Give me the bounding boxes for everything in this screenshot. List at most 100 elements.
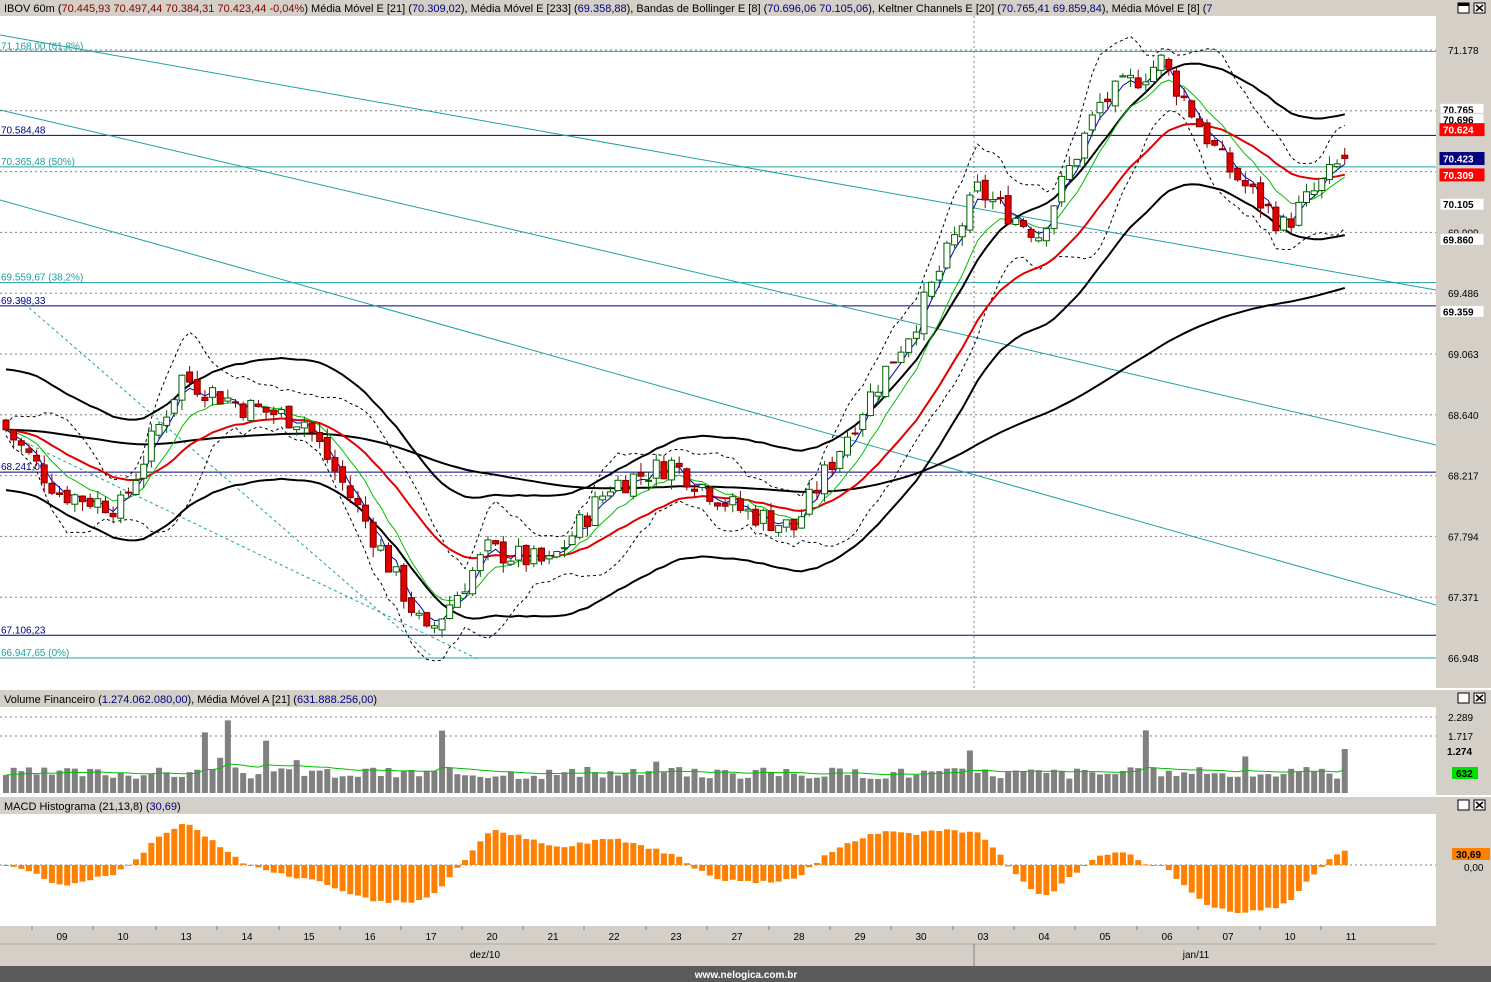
candle[interactable] [882,365,890,399]
candle[interactable] [1104,91,1112,109]
candle[interactable] [1142,73,1150,93]
candle[interactable] [163,410,171,433]
candle[interactable] [262,406,270,420]
candle[interactable] [698,483,706,492]
candle[interactable] [1325,156,1333,184]
candle[interactable] [1241,172,1249,194]
candle[interactable] [232,399,239,408]
candle[interactable] [599,491,607,503]
candle[interactable] [1058,172,1066,207]
candle[interactable] [1303,183,1310,207]
candle[interactable] [583,512,591,537]
candle[interactable] [1050,205,1058,235]
candle[interactable] [1249,183,1257,194]
candle[interactable] [989,191,997,210]
candle[interactable] [1333,159,1341,169]
candle[interactable] [668,457,676,490]
candle[interactable] [170,399,178,417]
candle[interactable] [1226,147,1234,179]
candle[interactable] [453,591,461,608]
candle[interactable] [790,518,798,538]
candle[interactable] [576,512,584,540]
candle[interactable] [385,542,392,573]
candle[interactable] [446,595,454,620]
candle[interactable] [86,493,94,509]
candle[interactable] [1218,140,1226,151]
candle[interactable] [484,536,492,561]
volume-close-icon[interactable] [1473,692,1486,704]
candle[interactable] [920,283,928,341]
candle[interactable] [767,503,775,532]
candle[interactable] [729,493,737,513]
candle[interactable] [331,449,339,481]
candle[interactable] [889,361,897,364]
candle[interactable] [1264,202,1272,214]
candle[interactable] [713,501,721,511]
candle[interactable] [2,418,10,433]
candle[interactable] [308,421,316,442]
macd-close-icon[interactable] [1473,799,1486,811]
candle[interactable] [545,550,553,565]
candle[interactable] [155,421,163,439]
candle[interactable] [522,544,530,572]
candle[interactable] [652,454,660,488]
candle[interactable] [905,337,913,358]
candle[interactable] [637,462,645,485]
candle[interactable] [935,265,943,288]
candle[interactable] [912,325,920,346]
ma21-line[interactable] [5,122,1346,560]
candle[interactable] [415,609,423,620]
candle[interactable] [553,550,561,559]
candle[interactable] [71,493,79,512]
candle[interactable] [1280,214,1288,232]
candle[interactable] [193,370,201,397]
candle[interactable] [1272,201,1280,235]
candle[interactable] [1035,230,1043,243]
trend-line-dashed[interactable] [19,299,431,656]
candle[interactable] [851,426,859,436]
candle[interactable] [874,384,882,405]
candle[interactable] [132,473,140,496]
candle[interactable] [17,437,25,454]
candle[interactable] [1119,73,1127,78]
candle[interactable] [997,190,1004,205]
candle[interactable] [1157,53,1165,79]
trend-line[interactable] [0,199,1437,606]
candle[interactable] [377,538,385,552]
trend-line-dashed[interactable] [19,439,481,661]
candle[interactable] [775,525,783,537]
candle[interactable] [94,491,102,514]
candle[interactable] [629,473,637,500]
candle[interactable] [1195,112,1203,128]
candle[interactable] [101,496,109,514]
close-icon[interactable] [1473,2,1486,14]
candle[interactable] [538,546,545,565]
candle[interactable] [614,475,622,492]
candle[interactable] [660,455,668,480]
ma8-line[interactable] [5,79,1346,602]
candle[interactable] [966,191,974,234]
candle[interactable] [782,519,790,533]
candle[interactable] [1065,156,1073,185]
candle[interactable] [1127,68,1135,87]
candle[interactable] [736,490,744,513]
candle[interactable] [1073,158,1081,167]
candle[interactable] [759,508,767,531]
candle[interactable] [591,491,599,527]
candle[interactable] [958,222,966,247]
candle[interactable] [859,412,867,437]
candle[interactable] [339,460,347,491]
candle[interactable] [469,567,477,597]
candle[interactable] [1150,60,1157,83]
candle[interactable] [247,398,255,422]
candle[interactable] [10,428,18,449]
candle[interactable] [1172,66,1180,106]
candle[interactable] [691,484,698,497]
candle[interactable] [606,486,614,499]
candle[interactable] [828,456,836,476]
candle[interactable] [560,540,568,558]
candle[interactable] [254,399,262,408]
candle[interactable] [1004,185,1012,226]
candle[interactable] [1180,88,1188,102]
candle[interactable] [645,471,653,491]
